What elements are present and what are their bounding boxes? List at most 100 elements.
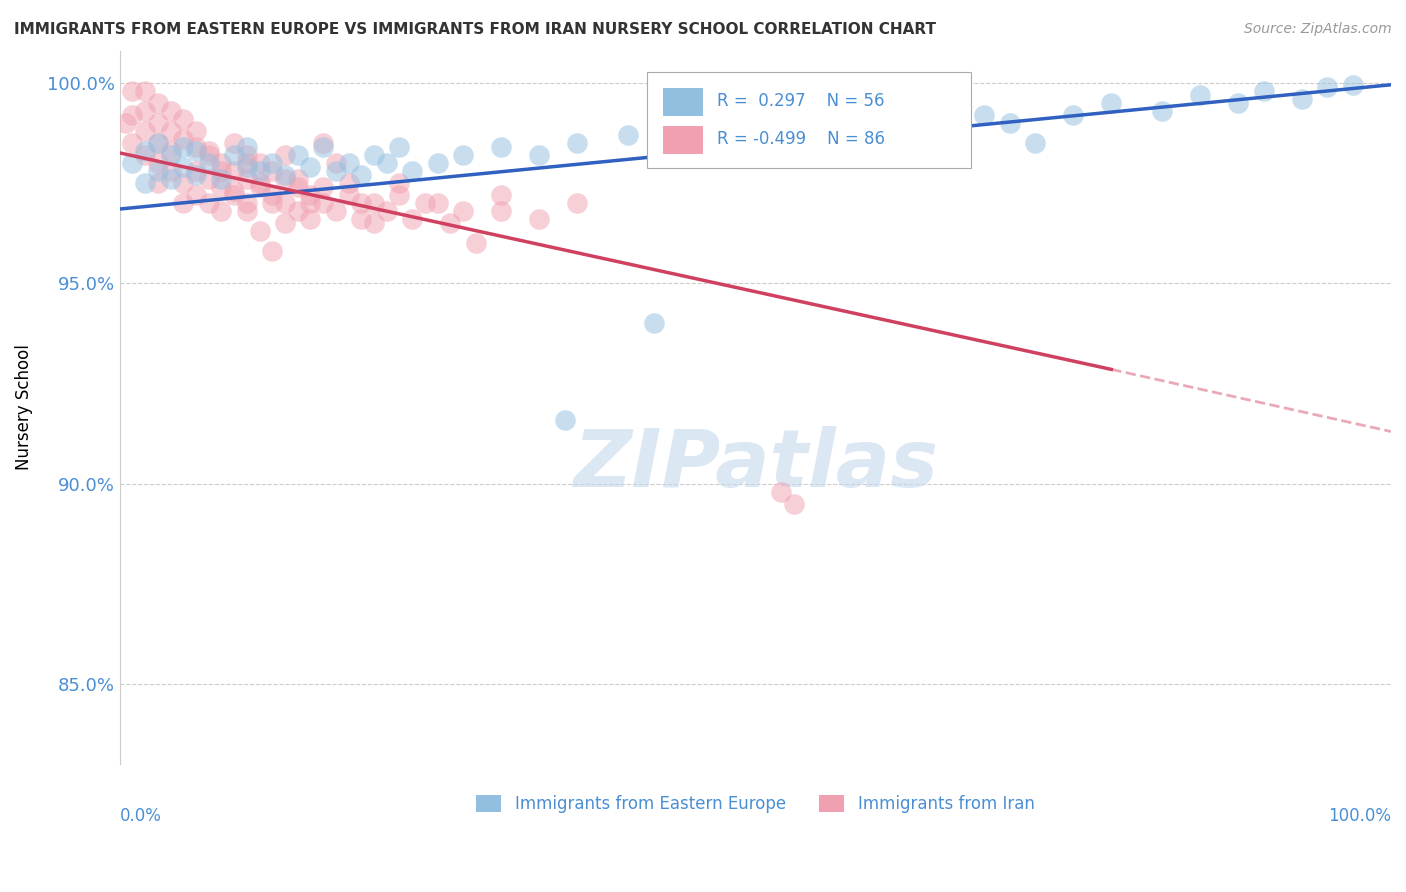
- Point: [375, 156, 398, 170]
- Point: [489, 188, 512, 202]
- Point: [388, 140, 411, 154]
- Point: [312, 180, 335, 194]
- Point: [249, 164, 271, 178]
- Point: [274, 148, 297, 162]
- Point: [413, 196, 436, 211]
- Point: [159, 103, 181, 118]
- Point: [262, 188, 284, 202]
- Point: [121, 84, 143, 98]
- Text: IMMIGRANTS FROM EASTERN EUROPE VS IMMIGRANTS FROM IRAN NURSERY SCHOOL CORRELATIO: IMMIGRANTS FROM EASTERN EUROPE VS IMMIGR…: [14, 22, 936, 37]
- Point: [134, 124, 156, 138]
- Point: [769, 484, 792, 499]
- Point: [337, 176, 360, 190]
- Point: [312, 136, 335, 150]
- Point: [718, 116, 741, 130]
- Point: [121, 108, 143, 122]
- Point: [426, 156, 449, 170]
- Point: [617, 128, 640, 142]
- Point: [529, 212, 551, 227]
- Point: [388, 176, 411, 190]
- Point: [363, 148, 385, 162]
- Point: [1291, 92, 1313, 106]
- Point: [184, 124, 207, 138]
- Point: [935, 124, 957, 138]
- Point: [337, 188, 360, 202]
- Point: [464, 236, 486, 251]
- Point: [184, 140, 207, 154]
- Point: [172, 176, 194, 190]
- Point: [249, 180, 271, 194]
- Point: [159, 124, 181, 138]
- Text: 0.0%: 0.0%: [120, 807, 162, 825]
- Point: [274, 168, 297, 182]
- Point: [325, 164, 347, 178]
- Point: [567, 136, 589, 150]
- Point: [567, 196, 589, 211]
- Point: [337, 156, 360, 170]
- Point: [236, 172, 259, 186]
- Point: [1099, 95, 1122, 110]
- Point: [134, 84, 156, 98]
- Point: [1316, 79, 1339, 94]
- Point: [197, 156, 219, 170]
- Point: [236, 204, 259, 219]
- Point: [134, 148, 156, 162]
- Point: [489, 204, 512, 219]
- Point: [350, 168, 373, 182]
- Point: [769, 124, 792, 138]
- Point: [388, 188, 411, 202]
- Point: [134, 144, 156, 158]
- Point: [451, 204, 474, 219]
- Point: [211, 172, 233, 186]
- Point: [249, 156, 271, 170]
- Point: [1189, 87, 1212, 102]
- Point: [643, 316, 665, 330]
- Point: [299, 196, 322, 211]
- Legend: Immigrants from Eastern Europe, Immigrants from Iran: Immigrants from Eastern Europe, Immigran…: [470, 789, 1040, 820]
- Point: [299, 188, 322, 202]
- Point: [224, 136, 246, 150]
- Point: [299, 212, 322, 227]
- Point: [159, 172, 181, 186]
- Point: [224, 148, 246, 162]
- Point: [211, 164, 233, 178]
- Point: [172, 132, 194, 146]
- Point: [121, 156, 143, 170]
- Point: [287, 204, 309, 219]
- Point: [184, 188, 207, 202]
- Point: [274, 172, 297, 186]
- Point: [998, 116, 1021, 130]
- Text: ZIPatlas: ZIPatlas: [572, 425, 938, 504]
- Point: [439, 216, 461, 230]
- Point: [121, 136, 143, 150]
- Point: [262, 164, 284, 178]
- Point: [197, 172, 219, 186]
- Point: [529, 148, 551, 162]
- Point: [274, 216, 297, 230]
- Point: [489, 140, 512, 154]
- Point: [554, 412, 576, 426]
- Point: [134, 103, 156, 118]
- Text: R =  0.297    N = 56: R = 0.297 N = 56: [717, 93, 884, 111]
- Point: [236, 156, 259, 170]
- Point: [287, 180, 309, 194]
- Point: [1024, 136, 1046, 150]
- Point: [401, 212, 423, 227]
- Point: [287, 172, 309, 186]
- Point: [211, 204, 233, 219]
- Point: [973, 108, 995, 122]
- Point: [211, 180, 233, 194]
- Point: [172, 160, 194, 174]
- Point: [146, 164, 169, 178]
- Point: [236, 148, 259, 162]
- FancyBboxPatch shape: [662, 87, 703, 116]
- Point: [184, 144, 207, 158]
- Text: Source: ZipAtlas.com: Source: ZipAtlas.com: [1244, 22, 1392, 37]
- Point: [236, 160, 259, 174]
- FancyBboxPatch shape: [647, 72, 972, 169]
- Point: [236, 140, 259, 154]
- Point: [224, 164, 246, 178]
- Point: [426, 196, 449, 211]
- Y-axis label: Nursery School: Nursery School: [15, 344, 32, 470]
- Point: [249, 224, 271, 238]
